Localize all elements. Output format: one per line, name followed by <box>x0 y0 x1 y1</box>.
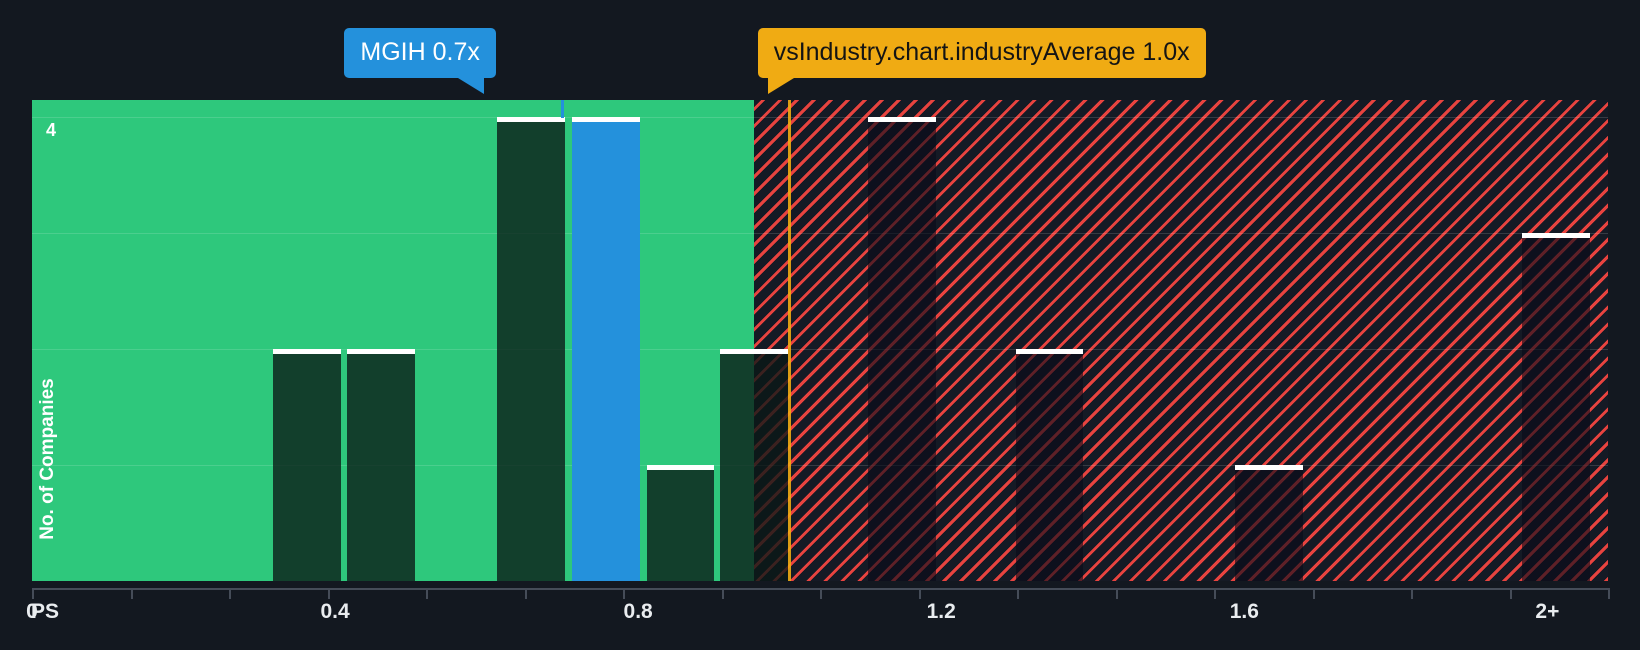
x-axis-tick-label: 1.2 <box>926 600 956 623</box>
x-axis-tick <box>820 588 822 599</box>
bar[interactable] <box>720 349 788 581</box>
bar-body <box>497 121 566 581</box>
plot-area <box>32 100 1608 581</box>
company-marker-line <box>560 100 564 118</box>
bar-cap <box>273 349 341 355</box>
x-axis-tick <box>623 588 625 599</box>
x-axis-tick <box>1115 588 1118 599</box>
x-axis-tick <box>426 588 428 599</box>
tooltip-tail <box>457 78 484 94</box>
bar[interactable] <box>1521 233 1590 581</box>
x-axis-tick <box>1509 588 1512 599</box>
bar-cap <box>1521 233 1590 239</box>
bar-body <box>572 121 641 581</box>
x-axis-tick <box>327 588 330 599</box>
x-axis-tick <box>1214 588 1216 599</box>
bar[interactable] <box>273 349 341 581</box>
bar-cap <box>720 349 788 355</box>
bar-body <box>1015 353 1084 581</box>
y-axis-title: No. of Companies <box>37 378 58 540</box>
bar-cap <box>572 117 641 123</box>
bar-body <box>1235 469 1304 581</box>
x-axis-tick <box>1312 588 1315 599</box>
bar-body <box>347 353 416 581</box>
x-axis-tick <box>918 588 921 599</box>
bar[interactable] <box>497 117 566 581</box>
bar-body <box>867 121 936 581</box>
y-axis-top-tick-label: 4 <box>46 120 57 140</box>
x-axis-tick-label: 0 <box>26 600 38 623</box>
bar-cap <box>347 349 416 355</box>
bar-cap <box>1015 349 1084 355</box>
bar[interactable] <box>646 465 715 581</box>
x-axis-tick <box>721 588 724 599</box>
x-axis-tick <box>1017 588 1019 599</box>
bar[interactable] <box>347 349 416 581</box>
x-axis-tick-label: 2+ <box>1535 600 1560 623</box>
x-axis-tick <box>524 588 527 599</box>
bar-highlighted[interactable] <box>572 117 641 581</box>
x-axis-title: PS <box>31 600 60 623</box>
industry-average-tooltip[interactable]: vsIndustry.chart.industryAverage 1.0x <box>757 28 1206 94</box>
x-axis-tick-label: 1.6 <box>1229 600 1259 623</box>
bar-body <box>273 353 341 581</box>
x-axis-tick <box>1411 588 1413 599</box>
company-tooltip[interactable]: MGIH 0.7x <box>344 28 496 94</box>
x-axis-tick <box>32 588 34 599</box>
industry-average-tooltip-label: vsIndustry.chart.industryAverage 1.0x <box>773 38 1190 66</box>
x-axis-tick-label: 0.4 <box>320 600 350 623</box>
tooltip-tail <box>767 78 794 94</box>
company-tooltip-label: MGIH 0.7x <box>360 38 480 66</box>
bar-body <box>720 353 788 581</box>
industry-average-marker-line <box>788 100 792 581</box>
x-axis-tick <box>1608 588 1610 599</box>
bar-cap <box>646 465 715 471</box>
bar-cap <box>497 117 566 123</box>
bar-cap <box>1235 465 1304 471</box>
bar[interactable] <box>1015 349 1084 581</box>
x-axis-tick <box>229 588 231 599</box>
bar-cap <box>867 117 936 123</box>
bar[interactable] <box>1235 465 1304 581</box>
x-axis-tick <box>130 588 133 599</box>
bar-body <box>646 469 715 581</box>
bar[interactable] <box>867 117 936 581</box>
bar-body <box>1521 237 1590 581</box>
x-axis-tick-label: 0.8 <box>623 600 653 623</box>
